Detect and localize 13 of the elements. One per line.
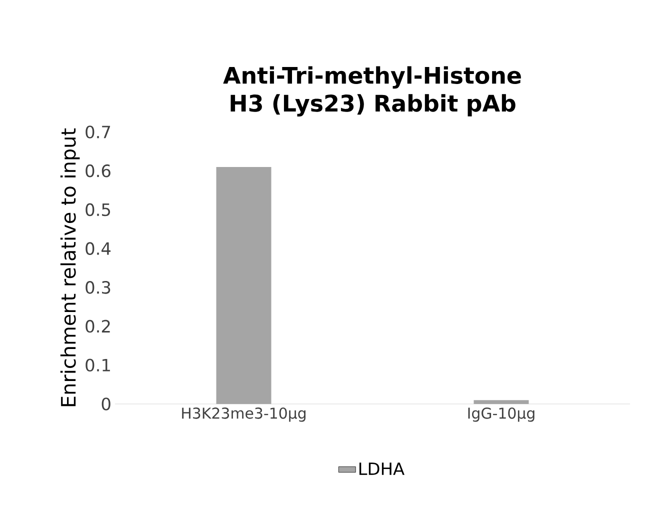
y-tick-label: 0.3 — [86, 281, 110, 294]
y-tick-label: 0.4 — [86, 242, 111, 255]
y-tick-label: 0.2 — [86, 320, 110, 333]
y-tick-label: 0.7 — [86, 126, 110, 138]
legend-label: LDHA — [359, 462, 404, 475]
y-axis-title: Enrichment relative to input — [60, 128, 80, 406]
y-tick-label: 0.5 — [86, 203, 110, 216]
y-tick-label: 0.1 — [86, 358, 110, 372]
chart-title: Anti-Tri-methyl-Histone H3 (Lys23) Rabbit pAb — [223, 66, 521, 117]
x-tick-label: H3K23me3-10µg — [182, 408, 306, 422]
y-tick-label: 0 — [102, 398, 110, 410]
y-tick-label: 0.6 — [86, 164, 110, 178]
x-tick-label: IgG-10µg — [468, 408, 534, 422]
